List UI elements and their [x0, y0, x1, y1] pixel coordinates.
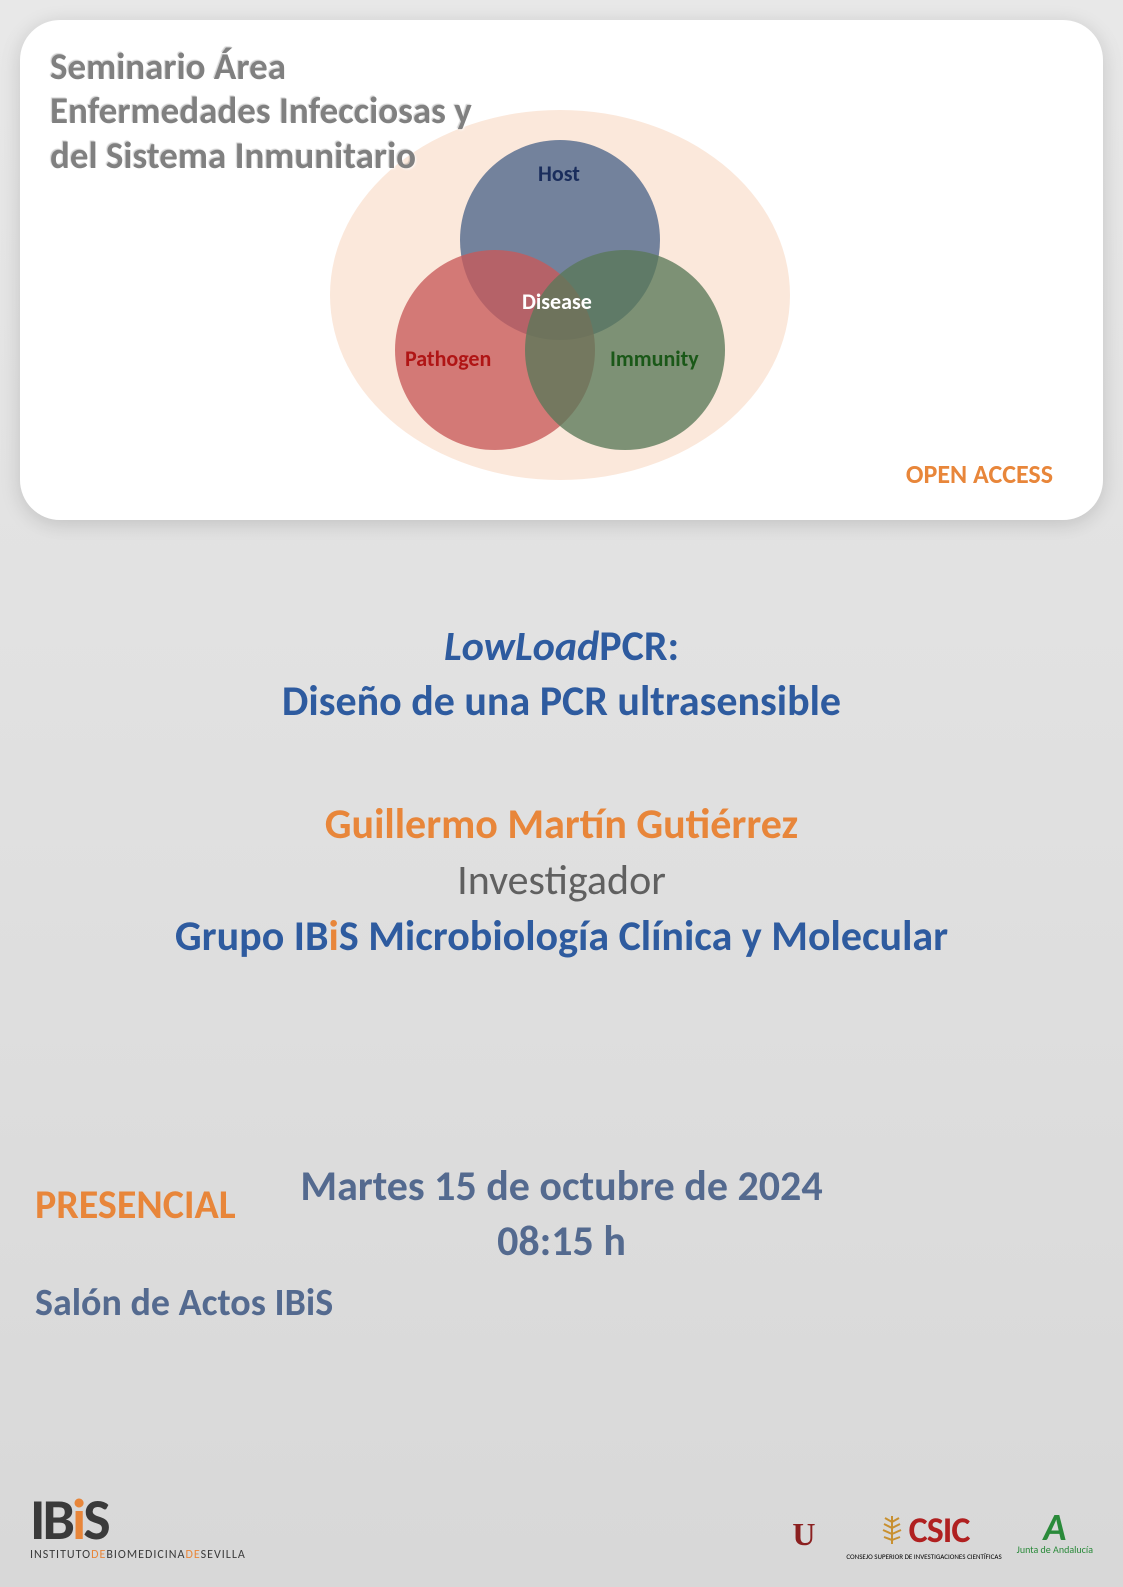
seminar-title-line2: Enfermedades Infecciosas y [50, 89, 472, 133]
header-card: Seminario Área Enfermedades Infecciosas … [20, 20, 1103, 520]
group-suffix: S Microbiología Clínica y Molecular [339, 911, 948, 962]
logo-right-group: U CSIC CONSEJO SUPERIOR DE INVESTIGACION… [776, 1507, 1093, 1562]
venn-label-disease: Disease [522, 288, 592, 315]
ibis-i: i [72, 1484, 83, 1555]
logo-universidad-sevilla: U [776, 1507, 831, 1562]
logo-us-u: U [792, 1516, 815, 1553]
logo-csic: CSIC CONSEJO SUPERIOR DE INVESTIGACIONES… [846, 1508, 1001, 1561]
logo-ibis-main: IBiS [30, 1494, 108, 1546]
group-i: i [329, 911, 339, 962]
presencial-label: PRESENCIAL [35, 1180, 236, 1229]
logo-csic-text: CSIC [909, 1508, 970, 1552]
talk-title-line1: LowLoadPCR: [0, 620, 1123, 675]
speaker-group: Grupo IBiS Microbiología Clínica y Molec… [0, 911, 1123, 962]
logo-junta-a: A [1043, 1513, 1066, 1543]
talk-title-line2: Diseño de una PCR ultrasensible [0, 675, 1123, 730]
ibis-sub3: SEVILLA [201, 1548, 246, 1562]
logo-junta-andalucia: A Junta de Andalucía [1017, 1513, 1093, 1556]
ibis-sub1: INSTITUTO [30, 1548, 91, 1562]
ibis-sub-de2: DE [185, 1548, 200, 1562]
csic-tree-icon [879, 1514, 905, 1546]
venn-label-pathogen: Pathogen [405, 345, 491, 372]
ibis-prefix: IB [30, 1484, 72, 1555]
speaker-role: Investigador [0, 855, 1123, 906]
logo-junta-sub: Junta de Andalucía [1017, 1543, 1093, 1556]
logo-ibis: IBiS INSTITUTODEBIOMEDICINADESEVILLA [30, 1494, 246, 1562]
seminar-area-title: Seminario Área Enfermedades Infecciosas … [50, 45, 472, 178]
open-access-label: OPEN ACCESS [906, 458, 1053, 490]
main-content: LowLoadPCR: Diseño de una PCR ultrasensi… [0, 620, 1123, 962]
ibis-suffix: S [83, 1484, 107, 1555]
venue-label: Salón de Actos IBiS [35, 1280, 333, 1326]
event-info: Martes 15 de octubre de 2024 08:15 h PRE… [0, 1160, 1123, 1269]
ibis-sub2: BIOMEDICINA [106, 1548, 185, 1562]
venn-label-host: Host [538, 160, 580, 187]
seminar-title-line3: del Sistema Inmunitario [50, 134, 472, 178]
talk-title-italic: LowLoad [444, 621, 599, 672]
speaker-name: Guillermo Martín Gutiérrez [0, 799, 1123, 850]
logo-csic-sub: CONSEJO SUPERIOR DE INVESTIGACIONES CIEN… [846, 1552, 1001, 1561]
logo-ibis-sub: INSTITUTODEBIOMEDICINADESEVILLA [30, 1548, 246, 1562]
talk-title-prefix: PCR: [599, 621, 679, 672]
ibis-sub-de1: DE [91, 1548, 106, 1562]
group-prefix: Grupo IB [175, 911, 329, 962]
seminar-title-line1: Seminario Área [50, 45, 472, 89]
venn-label-immunity: Immunity [610, 345, 699, 372]
logo-bar: IBiS INSTITUTODEBIOMEDICINADESEVILLA U C… [30, 1494, 1093, 1562]
